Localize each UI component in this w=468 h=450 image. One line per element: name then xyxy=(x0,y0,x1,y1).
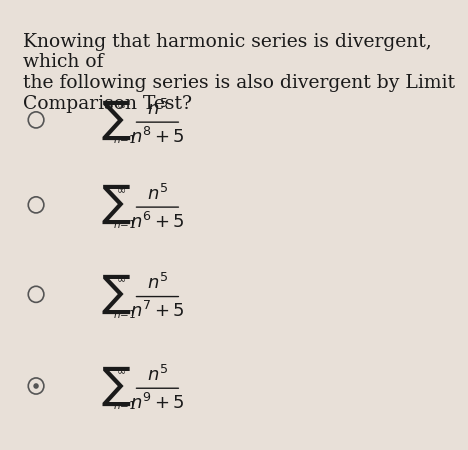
Text: $n\!=\!1$: $n\!=\!1$ xyxy=(113,218,137,230)
Text: $\infty$: $\infty$ xyxy=(116,185,126,195)
Circle shape xyxy=(33,383,39,389)
Text: $\sum$: $\sum$ xyxy=(101,183,131,226)
Text: $n^5$: $n^5$ xyxy=(147,365,168,385)
Text: $\infty$: $\infty$ xyxy=(116,100,126,110)
Text: $n^8+5$: $n^8+5$ xyxy=(130,127,185,147)
Text: $\sum$: $\sum$ xyxy=(101,364,131,408)
Text: $\infty$: $\infty$ xyxy=(116,366,126,376)
Text: Knowing that harmonic series is divergent, which of
the following series is also: Knowing that harmonic series is divergen… xyxy=(23,33,455,113)
Text: $n^9+5$: $n^9+5$ xyxy=(130,393,185,413)
Text: $\sum$: $\sum$ xyxy=(101,273,131,316)
Text: $n^5$: $n^5$ xyxy=(147,99,168,119)
Text: $\sum$: $\sum$ xyxy=(101,98,131,142)
Text: $n^5$: $n^5$ xyxy=(147,184,168,204)
Text: $n\!=\!1$: $n\!=\!1$ xyxy=(113,133,137,145)
Text: $n^6+5$: $n^6+5$ xyxy=(130,212,185,232)
Text: $n\!=\!1$: $n\!=\!1$ xyxy=(113,399,137,411)
Text: $n\!=\!1$: $n\!=\!1$ xyxy=(113,307,137,320)
Text: $\infty$: $\infty$ xyxy=(116,274,126,284)
Text: $n^7+5$: $n^7+5$ xyxy=(130,301,185,321)
Text: $n^5$: $n^5$ xyxy=(147,273,168,293)
